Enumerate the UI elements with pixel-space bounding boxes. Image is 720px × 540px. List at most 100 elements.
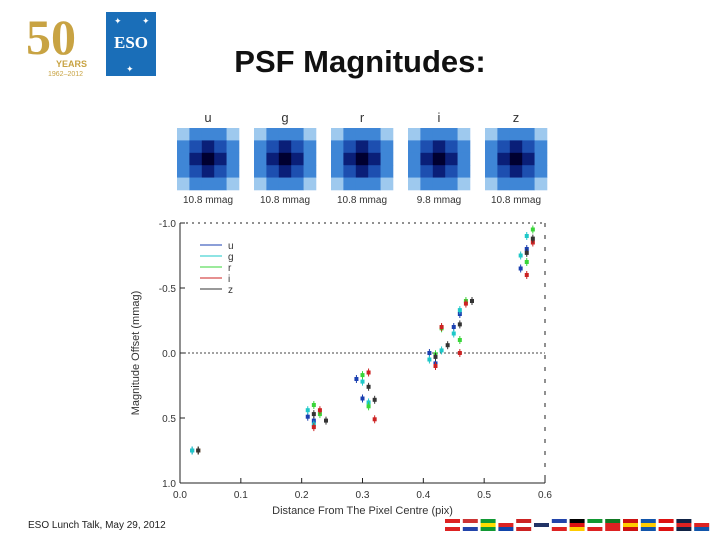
flag-stripe [462,527,478,531]
data-point [433,354,438,359]
psf-pixel [509,177,523,191]
flag-stripe [498,523,514,527]
data-point [372,417,377,422]
psf-pixel [445,140,458,154]
data-point [518,266,523,271]
flag-stripe [694,523,710,527]
psf-pixel [485,152,498,166]
psf-pixel [226,152,240,166]
denmark-flag-icon [516,519,532,531]
data-point [451,325,456,329]
psf-pixel [509,140,523,154]
psf-pixel [457,165,471,178]
flag-stripe [640,527,656,531]
psf-panel-caption: 10.8 mmag [491,195,541,206]
flag-stripe [445,519,460,523]
psf-pixel [189,165,203,178]
psf-pixel [534,128,548,141]
psf-pixel [534,152,548,166]
psf-pixel [380,165,394,178]
psf-pixel [214,140,227,154]
data-point [439,325,444,329]
psf-pixel [534,165,548,178]
data-point [305,408,310,413]
flag-stripe [569,527,585,531]
psf-pixel [201,165,215,178]
flag-stripe [516,519,532,523]
chile-flag-icon [694,519,710,531]
psf-pixel [177,140,190,154]
psf-panel-caption: 10.8 mmag [183,195,233,206]
psf-pixel [420,177,434,191]
psf-pixel [254,152,267,166]
psf-pixel [331,140,344,154]
data-point [470,299,474,303]
psf-pixel [226,165,240,178]
legend-label: i [228,274,230,285]
data-point [524,260,529,264]
x-tick-label: 0.4 [416,490,430,501]
psf-pixel [522,165,535,178]
netherlands-flag-icon [462,519,478,531]
uk-flag-icon [676,519,692,531]
data-point [360,373,365,378]
flag-stripe [498,527,514,531]
page-title: PSF Magnitudes: [234,44,486,79]
flag-stripe [605,523,621,527]
psf-panel: r 10.8 mmag [331,110,394,206]
data-point [457,308,462,313]
brazil-flag-icon [480,519,496,531]
psf-pixel [432,140,446,154]
psf-panel: g 10.8 mmag [254,110,317,206]
psf-pixel [445,177,458,191]
psf-pixel [497,140,511,154]
psf-pixel [254,165,267,178]
psf-pixel [408,177,421,191]
logo-anniversary-number: 50 [26,10,76,65]
psf-pixel [226,140,240,154]
psf-pixel [522,152,535,166]
sweden-flag-icon [640,519,656,531]
flag-stripe [445,523,460,527]
flag-stripe [551,519,567,523]
x-tick-label: 0.5 [477,490,491,501]
data-point [366,384,371,389]
logo-org-text: ESO [114,33,148,52]
x-tick-label: 0.3 [356,490,370,501]
data-point [190,448,195,453]
y-tick-label: -0.5 [159,284,177,295]
psf-pixel [420,140,434,154]
data-point [427,357,432,362]
data-point [196,448,201,453]
psf-pixel [420,165,434,178]
data-point [311,403,316,407]
psf-panel: i 9.8 mmag [408,110,471,206]
star-icon: ✦ [114,16,122,26]
psf-pixel [457,177,471,191]
flag-stripe [516,523,532,527]
flag-stripe [569,519,585,523]
psf-pixel [177,152,190,166]
y-tick-label: 0.0 [162,349,176,360]
eso-blue-badge [106,12,156,76]
flag-stripe [587,523,603,527]
psf-pixel [291,140,304,154]
legend-label: z [228,285,233,296]
star-icon: ✦ [142,16,150,26]
psf-pixel [368,165,381,178]
psf-pixel [380,177,394,191]
france-flag-icon [551,519,567,531]
legend-label: u [228,241,234,252]
data-point [457,351,462,355]
y-tick-label: 0.5 [162,414,176,425]
psf-pixel [331,128,344,141]
flag-stripe [676,523,692,527]
data-point [366,370,371,375]
flag-stripe [623,519,638,523]
psf-pixel [278,177,292,191]
psf-pixel [522,140,535,154]
y-tick-label: 1.0 [162,479,176,490]
y-axis-label: Magnitude Offset (mmag) [130,291,142,416]
psf-pixel [189,152,203,166]
flag-stripe [445,527,460,531]
